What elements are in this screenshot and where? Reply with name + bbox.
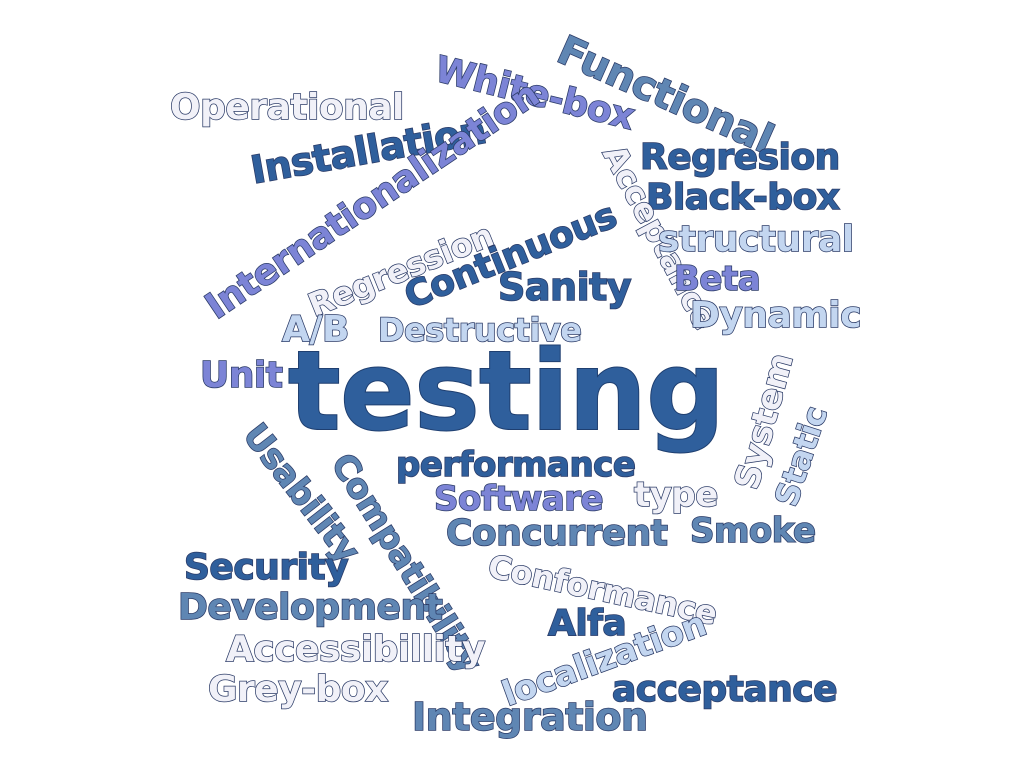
word-structural: structural (657, 219, 855, 260)
word-testing: testing (287, 327, 726, 455)
word-smoke: Smoke (689, 511, 817, 551)
word-black-box: Black-box (645, 177, 841, 218)
word-security: Security (183, 547, 349, 588)
word-development: Development (177, 587, 443, 628)
word-regresion: Regresion (639, 137, 841, 178)
word-sanity: Sanity (497, 265, 632, 309)
word-alfa: Alfa (547, 603, 627, 644)
word-software: Software (433, 479, 604, 519)
word-ab: A/B (281, 309, 350, 350)
word-beta: Beta (673, 259, 761, 299)
word-dynamic: Dynamic (689, 295, 862, 336)
word-performance: performance (395, 445, 636, 485)
word-concurrent: Concurrent (445, 513, 669, 554)
word-destructive: Destructive (377, 311, 582, 349)
word-type: type (633, 475, 719, 515)
word-accessibillity: Accessibillity (225, 629, 486, 670)
word-grey-box: Grey-box (207, 669, 389, 710)
word-operational: Operational (169, 87, 405, 128)
word-integration: Integration (411, 695, 649, 739)
word-acceptance: acceptance (611, 669, 838, 710)
word-unit: Unit (199, 355, 283, 396)
